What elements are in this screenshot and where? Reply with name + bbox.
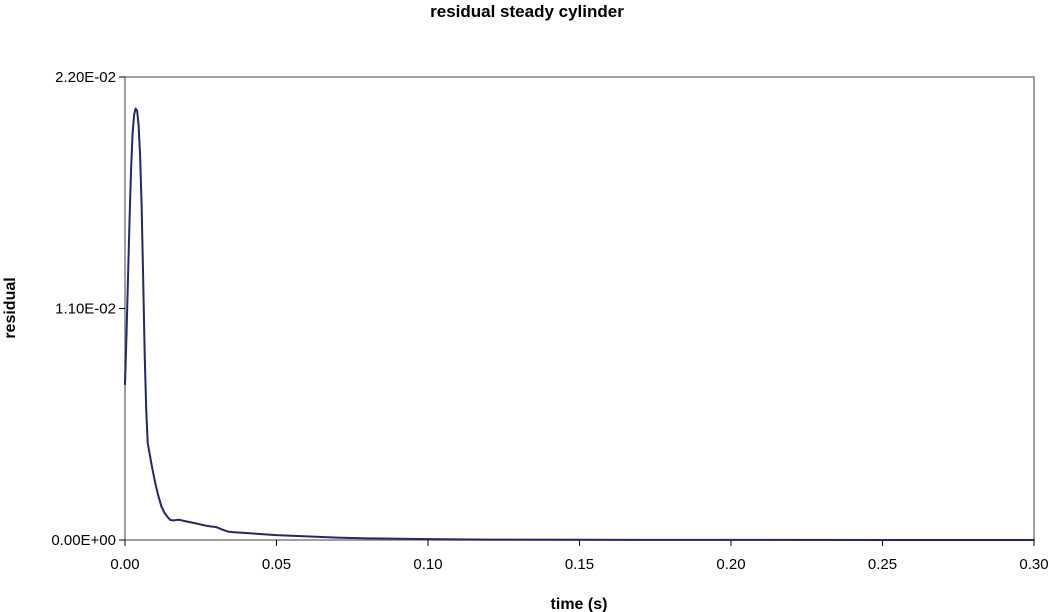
x-tick-label: 0.25 <box>868 556 897 573</box>
series-layer <box>124 107 1035 541</box>
residual-series-line <box>124 107 1035 541</box>
y-tick-label: 1.10E-02 <box>55 301 116 318</box>
y-tick-label: 0.00E+00 <box>51 532 116 549</box>
x-tick-label: 0.10 <box>413 556 442 573</box>
y-axis: 0.00E+00 1.10E-02 2.20E-02 <box>51 69 125 549</box>
x-tick-label: 0.20 <box>716 556 745 573</box>
x-axis: 0.00 0.05 0.10 0.15 0.20 0.25 0.30 <box>110 540 1049 573</box>
x-tick-label: 0.00 <box>110 556 139 573</box>
x-tick-label: 0.30 <box>1019 556 1048 573</box>
y-axis-label: residual <box>2 277 19 338</box>
x-tick-label: 0.15 <box>565 556 594 573</box>
plot-area <box>124 76 1035 541</box>
x-tick-label: 0.05 <box>262 556 291 573</box>
x-axis-label: time (s) <box>551 596 608 612</box>
y-tick-label: 2.20E-02 <box>55 69 116 86</box>
chart-title: residual steady cylinder <box>430 2 624 21</box>
